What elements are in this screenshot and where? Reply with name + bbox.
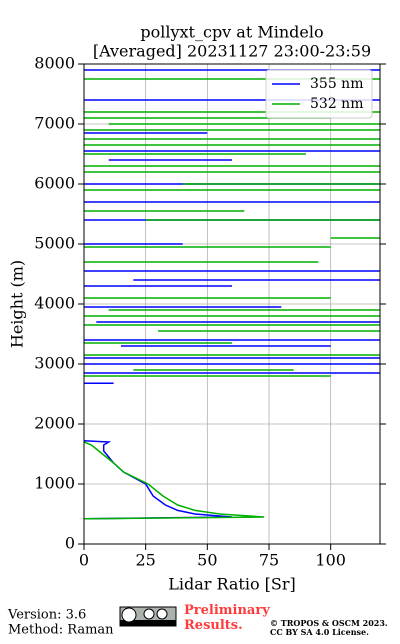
y-tick-label: 1000 [34,474,75,493]
x-tick-label: 50 [197,551,217,570]
y-tick-label: 8000 [34,54,75,73]
y-tick-label: 5000 [34,234,75,253]
y-axis-label: Height (m) [8,260,27,348]
y-tick-label: 0 [65,534,75,553]
chart-subtitle: [Averaged] 20231127 23:00-23:59 [93,42,371,61]
y-tick-label: 6000 [34,174,75,193]
copyright: © TROPOS & OSCM 2023. [270,618,388,628]
legend-label: 355 nm [310,76,363,92]
y-tick-label: 7000 [34,114,75,133]
status: Preliminary Results. [184,603,270,633]
y-tick-label: 2000 [34,414,75,433]
version: Version: 3.6 [7,608,86,623]
method: Method: Raman [8,623,114,638]
license: CC BY SA 4.0 License. [270,627,369,637]
chart-title: pollyxt_cpv at Mindelo [140,23,323,42]
line [84,78,380,520]
x-tick-label: 25 [135,551,155,570]
legend-box [265,69,373,119]
cc-logo [119,606,177,627]
x-axis-label: Lidar Ratio [Sr] [168,575,296,594]
y-tick-label: 3000 [34,354,75,373]
line [84,69,380,520]
x-tick-label: 75 [259,551,279,570]
x-tick-label: 0 [79,551,89,570]
legend-label: 532 nm [310,96,363,112]
y-tick-label: 4000 [34,294,75,313]
plot-frame [83,63,381,545]
x-tick-label: 100 [315,551,346,570]
